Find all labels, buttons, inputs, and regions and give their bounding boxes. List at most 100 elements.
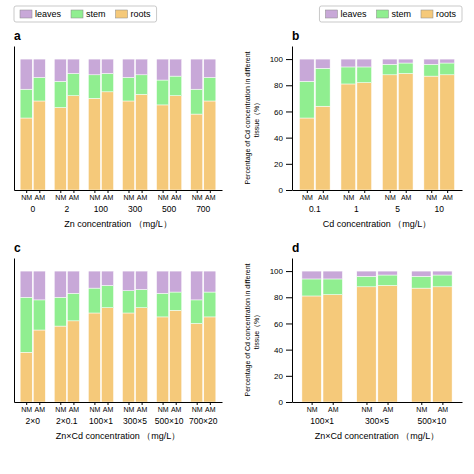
legend-item: leaves [20, 9, 62, 19]
bar-segment [157, 59, 169, 80]
panel-title: a [14, 29, 21, 43]
x-tick-mark [442, 402, 443, 405]
bar-segment [88, 59, 100, 75]
x-axis-title: Zn×Cd concentration （mg/L） [56, 431, 180, 441]
x-tick: AM [205, 402, 216, 413]
x-tick-label: AM [35, 406, 46, 413]
x-tick-label: AM [171, 406, 182, 413]
bar-series [302, 271, 452, 279]
x-tick-label: NM [21, 194, 32, 201]
x-tick-mark [94, 402, 95, 405]
x-tick: AM [103, 402, 114, 413]
x-tick-label: AM [103, 194, 114, 201]
y-tick-label: 0 [279, 398, 284, 407]
x-tick-label: AM [103, 406, 114, 413]
y-tick-label: 60 [274, 108, 283, 117]
bar-series [299, 63, 454, 118]
x-tick-mark [26, 190, 27, 193]
y-tick-mark [286, 376, 292, 377]
bar-segment [88, 75, 100, 99]
x-tick-label: NM [124, 406, 135, 413]
bar-segment [88, 98, 100, 190]
x-tick-label: AM [318, 194, 329, 201]
x-axis: NMAMNMAMNMAMNMAM [293, 190, 463, 201]
y-axis [14, 259, 15, 403]
y-tick-mark [286, 323, 292, 324]
x-tick-mark [176, 190, 177, 193]
x-tick-mark [323, 190, 324, 193]
x-tick: NM [158, 190, 169, 201]
y-tick-label: 40 [274, 134, 283, 143]
group-label: 2×0 [26, 416, 41, 426]
x-tick-label: AM [137, 406, 148, 413]
bar-segment [378, 275, 397, 285]
x-tick-mark [210, 190, 211, 193]
bar-segment [299, 59, 314, 81]
bar-segment [54, 59, 66, 81]
bar-segment [136, 308, 148, 402]
y-tick: 60 [274, 108, 292, 117]
bar-series [20, 59, 216, 89]
x-tick: NM [302, 190, 313, 201]
bar-segment [33, 330, 45, 402]
bar-segment [101, 308, 113, 402]
bar-segment [315, 106, 330, 190]
bar-segment [382, 75, 397, 190]
panel: NMAMNMAMNMAM100×1300×5500×10Zn×Cd concen… [244, 241, 463, 441]
group-labels: 100×1300×5500×10 [310, 416, 446, 426]
group-label: 300×5 [123, 416, 147, 426]
y-tick-mark [286, 350, 292, 351]
bar-series [20, 73, 216, 118]
x-tick-mark [421, 402, 422, 405]
bar-segment [67, 59, 79, 73]
bar-segment [204, 292, 216, 317]
x-tick-label: NM [385, 194, 396, 201]
y-tick: 40 [274, 346, 292, 355]
bar-segment [440, 63, 455, 75]
bar-segment [191, 271, 203, 300]
x-tick-mark [142, 190, 143, 193]
y-tick-mark [286, 164, 292, 165]
bar-segment [204, 77, 216, 101]
group-label: 100×1 [310, 416, 334, 426]
x-tick-label: NM [307, 406, 318, 413]
y-tick: 20 [274, 372, 292, 381]
x-tick: AM [442, 190, 453, 201]
legend-label: roots [436, 9, 457, 19]
plot-area [299, 59, 454, 190]
bar-segment [433, 287, 452, 402]
bar-segment [54, 81, 66, 107]
bar-segment [412, 276, 431, 288]
x-tick-label: AM [171, 194, 182, 201]
bar-segment [33, 300, 45, 330]
y-tick-mark [286, 297, 292, 298]
x-tick: NM [307, 402, 318, 413]
bar-segment [424, 59, 439, 64]
x-tick-label: NM [192, 194, 203, 201]
bar-segment [204, 317, 216, 402]
bar-segment [122, 77, 134, 101]
y-tick-mark [286, 111, 292, 112]
y-tick-mark [286, 402, 292, 403]
bar-segment [101, 73, 113, 91]
x-tick: AM [35, 190, 46, 201]
bar-segment [122, 291, 134, 313]
bar-segment [398, 73, 413, 190]
x-tick: NM [158, 402, 169, 413]
x-tick: NM [343, 190, 354, 201]
bar-segment [170, 271, 182, 292]
group-label: 2×0.1 [56, 416, 78, 426]
x-tick-label: AM [205, 406, 216, 413]
y-tick-label: 0 [279, 186, 284, 195]
y-tick: 80 [274, 293, 292, 302]
bar-segment [341, 67, 356, 84]
x-tick-label: NM [124, 194, 135, 201]
bar-segment [170, 59, 182, 76]
y-tick-label: 80 [274, 81, 283, 90]
bar-segment [101, 59, 113, 73]
x-tick-mark [210, 402, 211, 405]
bar-segment [170, 310, 182, 402]
bar-segment [323, 271, 342, 279]
bar-segment [54, 297, 66, 326]
group-labels: 02100300500700 [30, 204, 210, 214]
